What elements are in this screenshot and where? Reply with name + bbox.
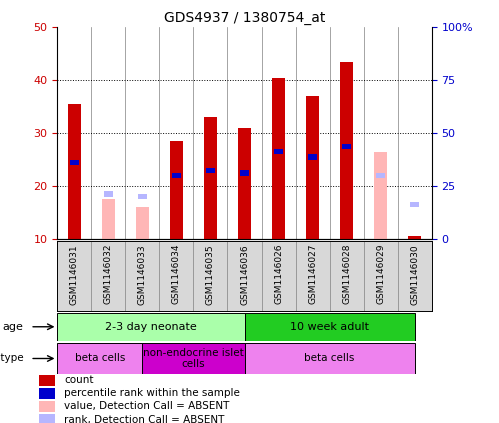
Bar (342, 144, 351, 149)
Bar (102, 199, 115, 239)
Text: percentile rank within the sample: percentile rank within the sample (64, 388, 240, 398)
Text: beta cells: beta cells (304, 354, 355, 363)
Text: GSM1146032: GSM1146032 (104, 244, 113, 305)
Bar (136, 207, 149, 239)
Bar (39, 401, 55, 412)
Text: non-endocrine islet
cells: non-endocrine islet cells (143, 348, 244, 369)
Text: 2-3 day neonate: 2-3 day neonate (105, 322, 197, 332)
Bar (374, 152, 387, 239)
Text: age: age (2, 322, 23, 332)
Bar (408, 236, 422, 239)
Bar (376, 173, 385, 178)
Text: value, Detection Call = ABSENT: value, Detection Call = ABSENT (64, 401, 230, 412)
Bar (39, 375, 55, 385)
Bar (39, 414, 55, 423)
Text: GSM1146036: GSM1146036 (240, 244, 249, 305)
Text: GSM1146031: GSM1146031 (70, 244, 79, 305)
Bar (172, 173, 181, 178)
Text: cell type: cell type (0, 354, 23, 363)
Bar (308, 154, 317, 160)
Bar (70, 160, 79, 165)
Bar (238, 128, 251, 239)
Bar (104, 192, 113, 197)
Text: GSM1146030: GSM1146030 (410, 244, 419, 305)
Bar (142, 343, 245, 374)
Bar (138, 194, 147, 199)
Text: GSM1146027: GSM1146027 (308, 244, 317, 305)
Bar (57, 313, 245, 341)
Text: GSM1146028: GSM1146028 (342, 244, 351, 305)
Bar (245, 313, 415, 341)
Bar (272, 78, 285, 239)
Text: rank, Detection Call = ABSENT: rank, Detection Call = ABSENT (64, 415, 225, 423)
Text: GSM1146026: GSM1146026 (274, 244, 283, 305)
Text: GSM1146029: GSM1146029 (376, 244, 385, 305)
Text: 10 week adult: 10 week adult (290, 322, 369, 332)
Text: beta cells: beta cells (75, 354, 125, 363)
Bar (410, 202, 419, 207)
Text: count: count (64, 375, 93, 385)
Title: GDS4937 / 1380754_at: GDS4937 / 1380754_at (164, 11, 325, 25)
Bar (57, 343, 142, 374)
Bar (245, 343, 415, 374)
Bar (206, 168, 215, 173)
Bar (67, 104, 81, 239)
Text: GSM1146035: GSM1146035 (206, 244, 215, 305)
Bar (306, 96, 319, 239)
Bar (274, 149, 283, 154)
Text: GSM1146033: GSM1146033 (138, 244, 147, 305)
Bar (204, 118, 217, 239)
Bar (39, 388, 55, 398)
Bar (240, 170, 249, 176)
Text: GSM1146034: GSM1146034 (172, 244, 181, 305)
Bar (170, 141, 183, 239)
Bar (340, 62, 353, 239)
